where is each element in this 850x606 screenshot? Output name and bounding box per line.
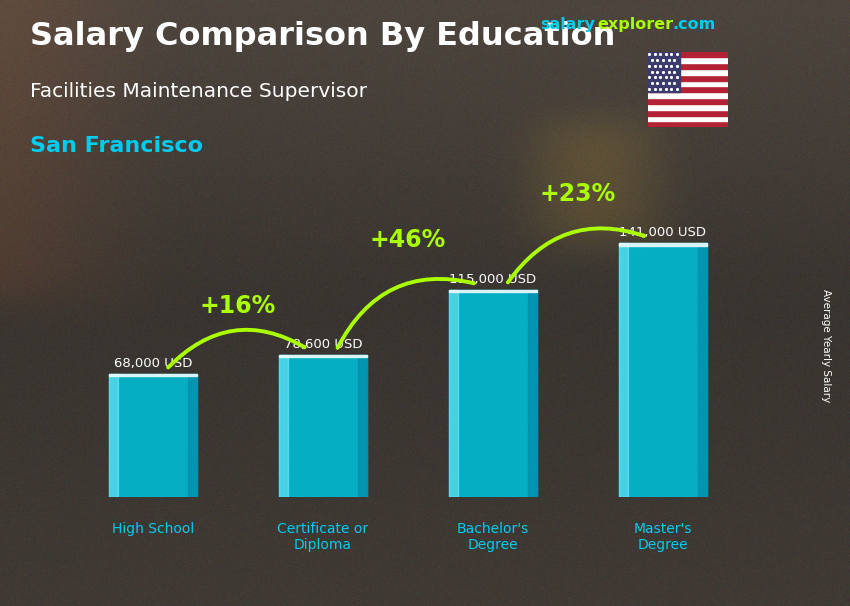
Bar <box>648 98 728 104</box>
Bar <box>648 58 728 63</box>
Text: 141,000 USD: 141,000 USD <box>620 225 706 239</box>
Bar <box>529 290 537 497</box>
Bar <box>648 81 728 87</box>
Text: Average Yearly Salary: Average Yearly Salary <box>821 289 831 402</box>
Text: Certificate or
Diploma: Certificate or Diploma <box>277 522 369 553</box>
Bar <box>449 290 537 292</box>
Bar <box>449 290 457 497</box>
Bar <box>648 52 680 92</box>
Text: High School: High School <box>112 522 194 536</box>
Bar <box>648 116 728 121</box>
Text: +16%: +16% <box>200 294 276 318</box>
Bar <box>449 290 537 497</box>
Bar <box>189 375 197 497</box>
Text: +46%: +46% <box>370 228 446 252</box>
Bar <box>699 242 707 497</box>
Text: Bachelor's
Degree: Bachelor's Degree <box>456 522 529 553</box>
Text: explorer: explorer <box>598 17 674 32</box>
Bar <box>648 69 728 75</box>
Bar <box>619 242 707 497</box>
Bar <box>359 355 367 497</box>
Text: San Francisco: San Francisco <box>30 136 203 156</box>
Text: 115,000 USD: 115,000 USD <box>450 273 536 285</box>
Bar <box>648 110 728 116</box>
Bar <box>109 375 117 497</box>
Bar <box>279 355 287 497</box>
Text: 78,600 USD: 78,600 USD <box>284 338 362 351</box>
Text: 68,000 USD: 68,000 USD <box>114 358 192 370</box>
Text: .com: .com <box>672 17 716 32</box>
Bar <box>109 375 197 497</box>
Bar <box>279 355 367 357</box>
Bar <box>648 121 728 127</box>
Bar <box>648 87 728 92</box>
Bar <box>619 242 707 245</box>
Bar <box>648 52 728 58</box>
Bar <box>648 104 728 110</box>
Bar <box>279 355 367 497</box>
Bar <box>648 75 728 81</box>
Text: salary: salary <box>540 17 595 32</box>
Bar <box>619 242 627 497</box>
Bar <box>648 63 728 69</box>
Text: +23%: +23% <box>540 182 616 206</box>
Text: Facilities Maintenance Supervisor: Facilities Maintenance Supervisor <box>30 82 366 101</box>
Text: Salary Comparison By Education: Salary Comparison By Education <box>30 21 615 52</box>
Bar <box>109 375 197 376</box>
Text: Master's
Degree: Master's Degree <box>634 522 692 553</box>
Bar <box>648 92 728 98</box>
